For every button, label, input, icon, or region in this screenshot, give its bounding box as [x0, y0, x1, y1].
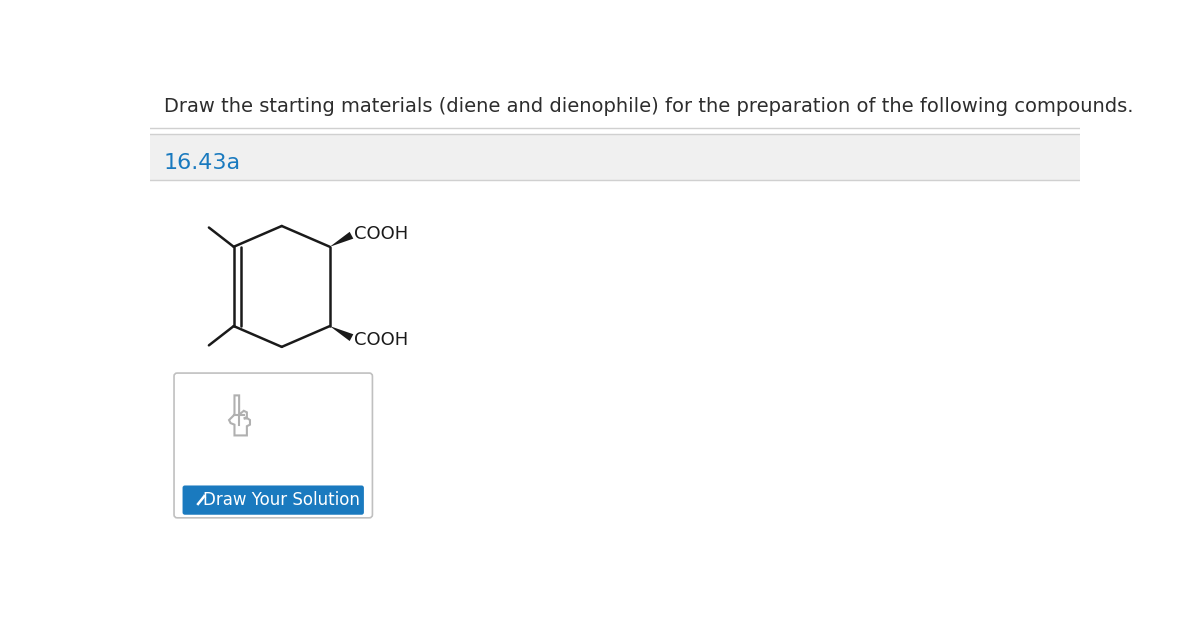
Bar	[150, 133, 1080, 179]
Text: COOH: COOH	[354, 331, 408, 349]
Text: Draw the starting materials (diene and dienophile) for the preparation of the fo: Draw the starting materials (diene and d…	[164, 97, 1134, 116]
Text: 16.43a: 16.43a	[164, 153, 241, 173]
Polygon shape	[330, 232, 353, 246]
Text: COOH: COOH	[354, 225, 408, 243]
Bar	[150, 76, 1080, 128]
Text: Draw Your Solution: Draw Your Solution	[203, 491, 360, 509]
Bar	[150, 179, 1080, 562]
Polygon shape	[330, 326, 353, 341]
Polygon shape	[204, 494, 206, 498]
FancyBboxPatch shape	[174, 373, 372, 518]
FancyBboxPatch shape	[182, 485, 364, 514]
